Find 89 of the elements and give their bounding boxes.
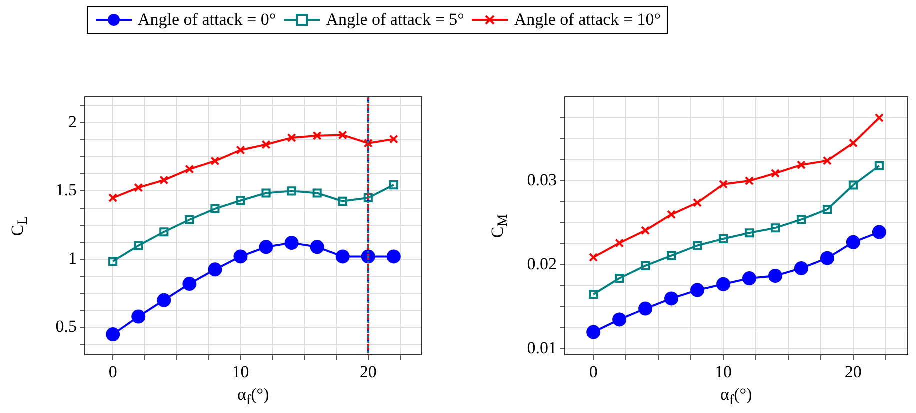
point bbox=[874, 161, 884, 170]
point bbox=[718, 180, 728, 189]
point bbox=[287, 186, 296, 196]
point bbox=[692, 241, 702, 250]
x-axis-title: α$_{f}$(°) bbox=[720, 385, 752, 410]
y-tick-label: 1.5 bbox=[56, 180, 77, 200]
point bbox=[262, 140, 271, 150]
x-tick-label: 10 bbox=[232, 362, 250, 382]
y-tick-label: 0.01 bbox=[527, 338, 557, 358]
x-axis-title: α$_{f}$(°) bbox=[238, 385, 270, 410]
point bbox=[641, 261, 650, 270]
point bbox=[716, 277, 731, 292]
point bbox=[586, 325, 601, 340]
point bbox=[134, 183, 144, 192]
y-tick-label: 0.5 bbox=[56, 317, 77, 336]
point bbox=[259, 240, 274, 254]
x-tick-label: 20 bbox=[360, 362, 377, 382]
x-tick-label: 0 bbox=[589, 362, 598, 382]
x-tick-label: 0 bbox=[108, 362, 118, 382]
x-tick-label: 10 bbox=[715, 362, 732, 382]
point bbox=[615, 238, 624, 248]
point bbox=[182, 277, 197, 292]
point bbox=[718, 234, 728, 244]
point bbox=[692, 198, 702, 208]
point bbox=[744, 176, 754, 186]
point bbox=[690, 283, 705, 298]
point bbox=[615, 274, 624, 284]
point bbox=[338, 196, 348, 206]
point bbox=[589, 290, 598, 300]
point bbox=[236, 196, 246, 206]
point bbox=[872, 225, 886, 240]
point bbox=[770, 168, 780, 178]
point bbox=[796, 160, 806, 170]
point bbox=[846, 235, 860, 250]
point bbox=[210, 156, 220, 166]
point bbox=[234, 250, 248, 264]
point bbox=[612, 312, 627, 327]
point bbox=[742, 272, 756, 286]
point bbox=[364, 193, 373, 203]
point bbox=[796, 215, 806, 224]
point bbox=[312, 188, 322, 198]
point bbox=[744, 228, 754, 238]
point bbox=[822, 205, 832, 214]
point bbox=[770, 224, 780, 233]
point bbox=[667, 210, 676, 220]
point bbox=[108, 256, 118, 266]
point bbox=[134, 241, 144, 250]
point bbox=[208, 262, 222, 277]
point bbox=[262, 188, 271, 198]
point bbox=[210, 204, 220, 214]
point bbox=[160, 228, 169, 237]
y-tick-label: 0.02 bbox=[527, 254, 557, 274]
point bbox=[822, 156, 832, 166]
point bbox=[848, 138, 858, 148]
point bbox=[312, 131, 322, 140]
point bbox=[108, 193, 118, 203]
point bbox=[389, 134, 398, 144]
point bbox=[106, 328, 120, 342]
y-tick-label: 2 bbox=[68, 112, 77, 132]
point bbox=[768, 269, 782, 284]
point bbox=[641, 226, 650, 236]
y-tick-label: 0.03 bbox=[527, 170, 557, 190]
point bbox=[364, 138, 373, 148]
point bbox=[284, 236, 299, 250]
y-tick-label: 1 bbox=[68, 248, 77, 268]
point bbox=[389, 180, 398, 190]
point bbox=[236, 146, 246, 155]
point bbox=[820, 251, 834, 266]
point bbox=[185, 164, 194, 174]
point bbox=[310, 240, 324, 254]
point bbox=[160, 176, 169, 185]
point bbox=[874, 113, 884, 123]
point bbox=[848, 180, 858, 190]
point bbox=[589, 252, 598, 262]
x-tick-label: 20 bbox=[844, 362, 862, 382]
point bbox=[157, 293, 172, 308]
legend-label: Angle of attack = 10° bbox=[514, 10, 662, 30]
point bbox=[338, 130, 348, 140]
point bbox=[287, 133, 296, 142]
point bbox=[386, 250, 401, 264]
point bbox=[336, 250, 350, 264]
point bbox=[667, 251, 676, 260]
legend-label: Angle of attack = 0° bbox=[138, 10, 276, 30]
point bbox=[638, 302, 653, 316]
point bbox=[185, 215, 194, 224]
point bbox=[132, 310, 146, 324]
point bbox=[794, 261, 808, 276]
legend-label: Angle of attack = 5° bbox=[326, 10, 464, 30]
point bbox=[664, 292, 679, 306]
